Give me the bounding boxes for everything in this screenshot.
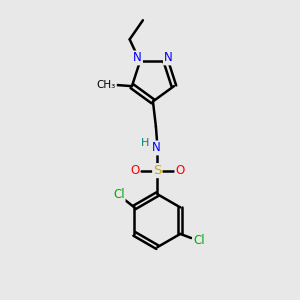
Text: N: N [164, 51, 173, 64]
Text: O: O [176, 164, 185, 177]
Text: Cl: Cl [193, 234, 205, 247]
Text: S: S [153, 164, 161, 177]
Text: N: N [133, 51, 142, 64]
Text: H: H [141, 138, 149, 148]
Text: Cl: Cl [113, 188, 124, 201]
Text: N: N [152, 141, 160, 154]
Text: CH₃: CH₃ [97, 80, 116, 90]
Text: O: O [130, 164, 139, 177]
